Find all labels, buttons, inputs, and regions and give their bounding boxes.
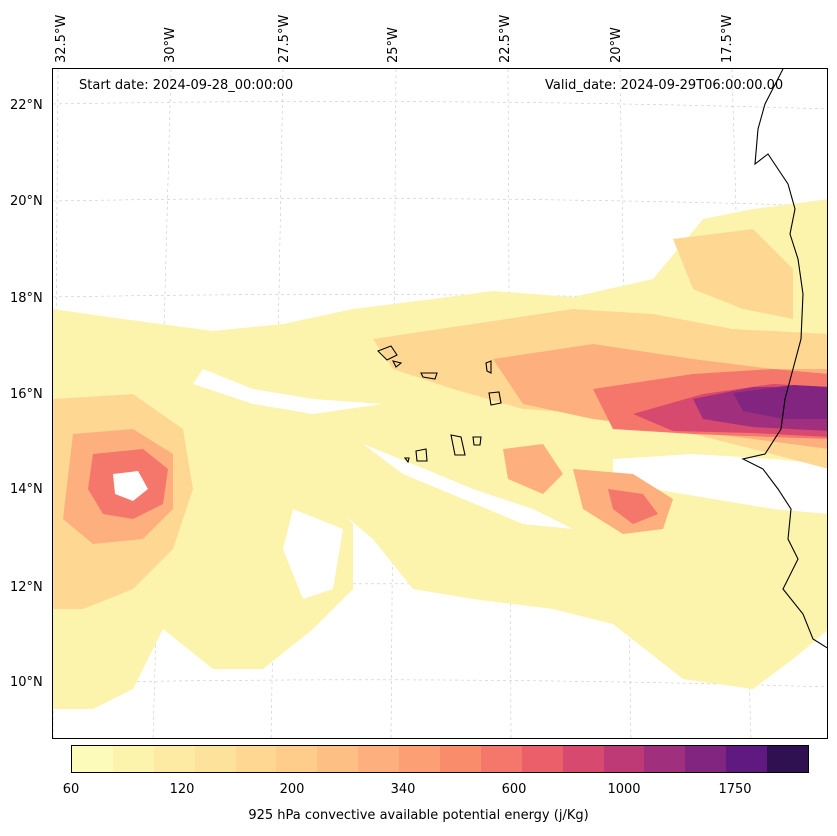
colorbar-segment xyxy=(194,746,236,772)
colorbar-segment xyxy=(726,746,768,772)
colorbar-segment xyxy=(685,746,727,772)
lat-label-10n: 10°N xyxy=(10,675,43,690)
lat-label-22n: 22°N xyxy=(10,98,43,113)
colorbar-segment xyxy=(521,746,563,772)
colorbar-segment xyxy=(276,746,318,772)
valid-date-label: Valid_date: 2024-09-29T06:00:00.00 xyxy=(545,78,784,93)
lon-label-17-5w: 17.5°W xyxy=(720,14,735,63)
colorbar-tick-120: 120 xyxy=(169,782,195,797)
colorbar-segment xyxy=(112,746,154,772)
lat-label-16n: 16°N xyxy=(10,387,43,402)
cape-field-map xyxy=(53,69,827,738)
colorbar-segment xyxy=(603,746,645,772)
coastline xyxy=(741,69,827,649)
colorbar-tick-600: 600 xyxy=(501,782,527,797)
lon-label-30w: 30°W xyxy=(163,27,178,63)
colorbar-segment xyxy=(235,746,277,772)
lon-label-32-5w: 32.5°W xyxy=(54,14,69,63)
map-panel[interactable] xyxy=(52,68,828,739)
colorbar-tick-1750: 1750 xyxy=(718,782,752,797)
colorbar-segment xyxy=(153,746,195,772)
lon-label-22-5w: 22.5°W xyxy=(498,14,513,63)
lon-label-25w: 25°W xyxy=(386,27,401,63)
colorbar-segment xyxy=(562,746,604,772)
lat-label-14n: 14°N xyxy=(10,482,43,497)
colorbar-tick-200: 200 xyxy=(279,782,305,797)
colorbar-segment xyxy=(317,746,359,772)
lat-label-20n: 20°N xyxy=(10,194,43,209)
colorbar-tick-340: 340 xyxy=(390,782,416,797)
lat-label-18n: 18°N xyxy=(10,291,43,306)
colorbar-tick-1000: 1000 xyxy=(607,782,641,797)
colorbar-segment xyxy=(644,746,686,772)
colorbar-title: 925 hPa convective available potential e… xyxy=(248,808,589,823)
lon-label-27-5w: 27.5°W xyxy=(277,14,292,63)
start-date-label: Start date: 2024-09-28_00:00:00 xyxy=(79,78,294,93)
colorbar-segment xyxy=(72,746,113,772)
colorbar-segment xyxy=(399,746,441,772)
lon-label-20w: 20°W xyxy=(609,27,624,63)
colorbar-segment xyxy=(480,746,522,772)
colorbar-segment xyxy=(767,746,809,772)
colorbar-tick-60: 60 xyxy=(62,782,80,797)
cape-shading xyxy=(53,199,827,709)
cape-verde-islands xyxy=(377,345,502,464)
colorbar-segment xyxy=(440,746,481,772)
colorbar xyxy=(71,745,809,773)
lat-label-12n: 12°N xyxy=(10,580,43,595)
colorbar-segment xyxy=(358,746,400,772)
